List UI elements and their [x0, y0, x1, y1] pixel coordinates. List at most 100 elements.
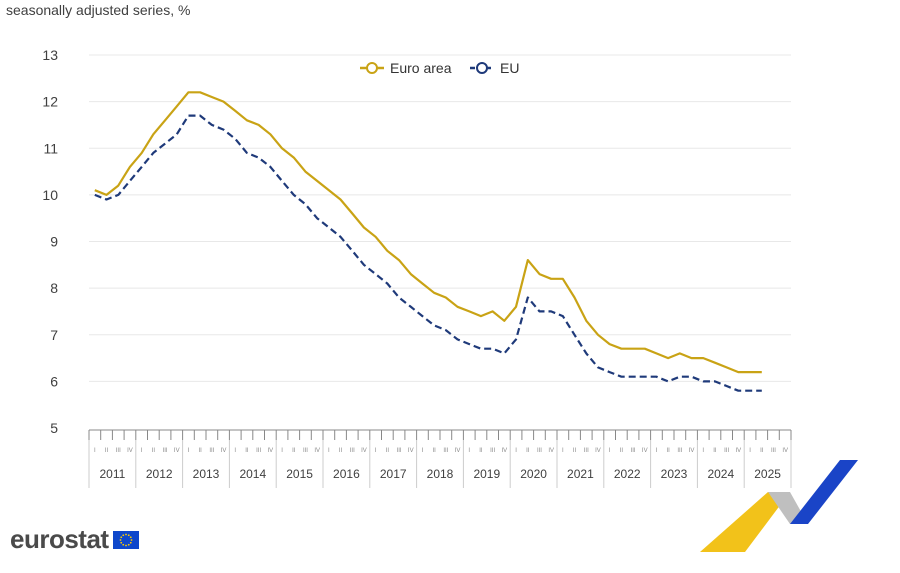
flag-star: [129, 541, 132, 544]
quarter-tick-label: II: [245, 448, 249, 454]
quarter-tick-label: I: [468, 448, 470, 454]
quarter-tick-label: III: [677, 448, 682, 454]
quarter-tick-label: I: [141, 448, 143, 454]
quarter-tick-label: I: [188, 448, 190, 454]
quarter-tick-label: IV: [127, 448, 133, 454]
legend-item-eu[interactable]: EU: [470, 60, 519, 76]
quarter-tick-label: II: [620, 448, 624, 454]
decorative-chevron-graphic: [700, 460, 858, 552]
series-line-eu: [94, 114, 762, 392]
quarter-tick-label: III: [631, 448, 636, 454]
quarter-tick-label: II: [152, 448, 156, 454]
quarter-tick-label: IV: [736, 448, 742, 454]
quarter-tick-label: IV: [689, 448, 695, 454]
year-label: 2022: [614, 467, 641, 481]
y-tick-label: 10: [42, 187, 58, 203]
year-label: 2023: [661, 467, 688, 481]
flag-star: [121, 543, 124, 546]
quarter-tick-label: III: [350, 448, 355, 454]
quarter-tick-label: III: [256, 448, 261, 454]
year-label: 2017: [380, 467, 407, 481]
quarter-tick-label: IV: [595, 448, 601, 454]
quarter-tick-label: III: [443, 448, 448, 454]
flag-star: [124, 544, 127, 546]
quarter-tick-label: I: [234, 448, 236, 454]
flag-star: [121, 533, 124, 536]
chevron-yellow-stripe: [700, 492, 790, 552]
legend-euro-area-label: Euro area: [390, 60, 452, 76]
year-label: 2012: [146, 467, 173, 481]
gridlines: [89, 54, 791, 382]
y-tick-label: 8: [50, 280, 58, 296]
year-label: 2021: [567, 467, 594, 481]
y-tick-label: 7: [50, 327, 58, 343]
eurostat-logo-text: eurostat: [10, 524, 109, 554]
series-line-euro-area: [94, 91, 762, 374]
chevron-blue-stripe: [790, 460, 858, 524]
y-axis-tick-labels: 5 6 7 8 9 10 11 12 13: [42, 47, 58, 436]
eu-flag-icon: [112, 530, 139, 549]
quarter-tick-label: I: [515, 448, 517, 454]
quarter-tick-label: I: [375, 448, 377, 454]
quarter-tick-label: II: [105, 448, 109, 454]
quarter-tick-label: IV: [642, 448, 648, 454]
quarter-tick-label: IV: [174, 448, 180, 454]
quarter-tick-label: III: [116, 448, 121, 454]
flag-star: [119, 541, 122, 544]
flag-star: [124, 533, 127, 535]
quarter-tick-label: III: [490, 448, 495, 454]
quarter-tick-label: IV: [314, 448, 320, 454]
chart-subtitle: seasonally adjusted series, %: [6, 2, 191, 18]
quarter-tick-label: III: [537, 448, 542, 454]
quarter-tick-label: II: [292, 448, 296, 454]
quarter-tick-label: II: [573, 448, 577, 454]
y-tick-label: 11: [43, 140, 58, 156]
quarter-tick-label: I: [328, 448, 330, 454]
flag-star: [119, 535, 122, 538]
quarter-tick-label: III: [584, 448, 589, 454]
quarter-tick-label: I: [281, 448, 283, 454]
flag-star: [130, 538, 132, 541]
quarter-tick-label: I: [609, 448, 611, 454]
quarter-tick-label: III: [724, 448, 729, 454]
legend-item-euro-area[interactable]: Euro area: [360, 60, 452, 76]
quarter-tick-label: III: [397, 448, 402, 454]
quarter-tick-label: IV: [502, 448, 508, 454]
quarter-tick-label: I: [656, 448, 658, 454]
eurostat-logo: eurostat: [10, 524, 139, 555]
legend-eu-marker: [476, 62, 488, 74]
quarter-tick-label: IV: [268, 448, 274, 454]
quarter-tick-label: III: [771, 448, 776, 454]
quarter-tick-label: II: [479, 448, 483, 454]
quarter-tick-label: II: [666, 448, 670, 454]
quarter-tick-label: I: [749, 448, 751, 454]
year-label: 2011: [99, 467, 125, 481]
quarter-tick-label: II: [526, 448, 530, 454]
legend[interactable]: Euro area EU: [360, 60, 519, 76]
year-label: 2015: [286, 467, 313, 481]
quarter-tick-label: IV: [361, 448, 367, 454]
series-lines: [94, 91, 762, 392]
y-tick-label: 6: [50, 373, 58, 389]
flag-star: [127, 533, 130, 536]
year-label: 2018: [427, 467, 454, 481]
quarter-tick-label: II: [432, 448, 436, 454]
year-label: 2014: [239, 467, 266, 481]
y-tick-label: 13: [42, 47, 58, 63]
year-label: 2020: [520, 467, 547, 481]
quarter-tick-label: I: [422, 448, 424, 454]
flag-star: [129, 535, 132, 538]
year-label: 2013: [193, 467, 220, 481]
legend-euro-area-marker: [366, 62, 378, 74]
quarter-tick-label: III: [303, 448, 308, 454]
quarter-tick-label: IV: [408, 448, 414, 454]
y-tick-label: 12: [42, 94, 58, 110]
quarter-tick-label: IV: [548, 448, 554, 454]
quarter-tick-label: II: [760, 448, 764, 454]
quarter-tick-label: IV: [455, 448, 461, 454]
quarter-tick-label: I: [562, 448, 564, 454]
flag-star: [119, 538, 121, 541]
y-tick-label: 5: [50, 420, 58, 436]
